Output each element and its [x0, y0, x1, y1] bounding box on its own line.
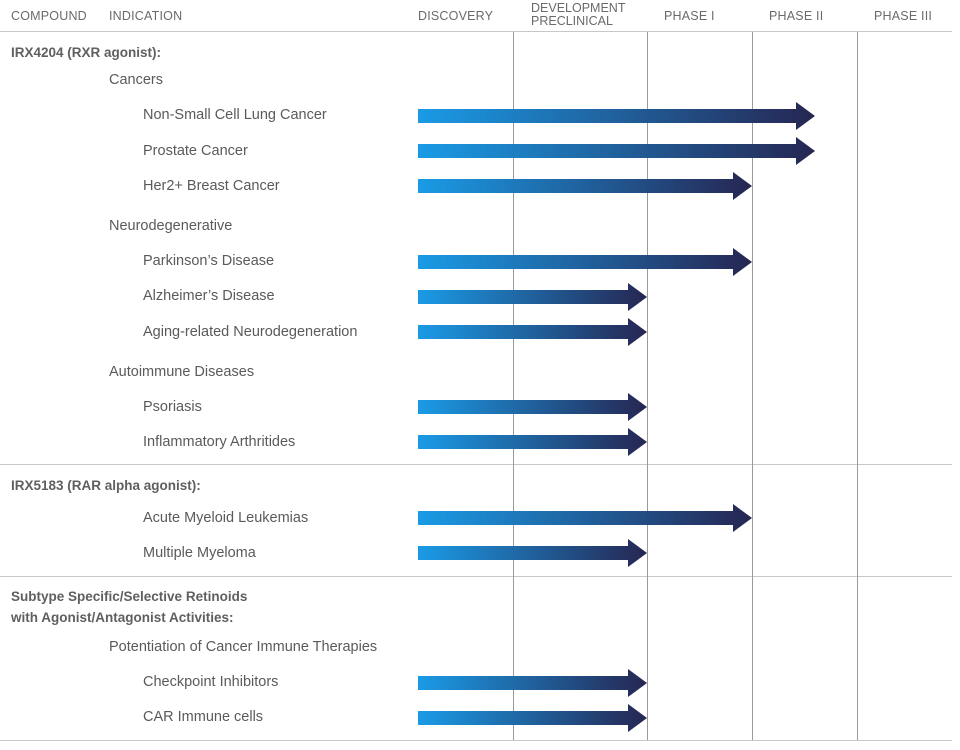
compound-label-line-1: Subtype Specific/Selective Retinoids: [11, 589, 248, 604]
header-indication: INDICATION: [109, 9, 183, 23]
indication-label: Psoriasis: [143, 399, 202, 415]
progress-arrow: [418, 102, 815, 130]
header-development-preclinical: DEVELOPMENT PRECLINICAL: [531, 2, 641, 28]
header-separator: [0, 31, 952, 32]
indication-label: Parkinson’s Disease: [143, 253, 275, 269]
category-immune-therapies: Potentiation of Cancer Immune Therapies: [109, 639, 378, 655]
indication-label: Her2+ Breast Cancer: [143, 178, 280, 194]
phase-divider-phase-2: [752, 32, 753, 740]
category-autoimmune: Autoimmune Diseases: [109, 364, 255, 380]
indication-label: Multiple Myeloma: [143, 545, 256, 561]
progress-arrow: [418, 393, 647, 421]
progress-arrow: [418, 172, 752, 200]
compound-label-retinoids: Subtype Specific/Selective Retinoids wit…: [11, 586, 247, 628]
progress-arrow: [418, 669, 647, 697]
header-discovery: DISCOVERY: [418, 9, 494, 23]
indication-label: Non-Small Cell Lung Cancer: [143, 107, 327, 123]
progress-arrow: [418, 248, 752, 276]
phase-divider-phase-1: [647, 32, 648, 740]
compound-label-irx4204: IRX4204 (RXR agonist):: [11, 45, 162, 60]
header-phase-1: PHASE I: [664, 9, 715, 23]
progress-arrow: [418, 504, 752, 532]
category-cancers: Cancers: [109, 72, 163, 88]
compound-label-line-2: with Agonist/Antagonist Activities:: [11, 610, 234, 625]
progress-arrow: [418, 428, 647, 456]
phase-divider-preclinical: [513, 32, 514, 740]
progress-arrow: [418, 539, 647, 567]
header-compound: COMPOUND: [11, 9, 87, 23]
compound-label-irx5183: IRX5183 (RAR alpha agonist):: [11, 478, 201, 493]
progress-arrow: [418, 318, 647, 346]
bottom-separator: [0, 740, 952, 741]
indication-label: Alzheimer’s Disease: [143, 288, 275, 304]
group-separator-2: [0, 576, 952, 577]
category-neurodegenerative: Neurodegenerative: [109, 218, 233, 234]
header-phase-2: PHASE II: [769, 9, 824, 23]
indication-label: Inflammatory Arthritides: [143, 434, 296, 450]
indication-label: Prostate Cancer: [143, 143, 248, 159]
progress-arrow: [418, 283, 647, 311]
progress-arrow: [418, 137, 815, 165]
header-development-preclinical-label: DEVELOPMENT PRECLINICAL: [531, 1, 626, 28]
indication-label: Checkpoint Inhibitors: [143, 674, 279, 690]
indication-label: Acute Myeloid Leukemias: [143, 510, 309, 526]
indication-label: CAR Immune cells: [143, 709, 264, 725]
indication-label: Aging-related Neurodegeneration: [143, 324, 358, 340]
progress-arrow: [418, 704, 647, 732]
header-phase-3: PHASE III: [874, 9, 933, 23]
group-separator-1: [0, 464, 952, 465]
phase-divider-phase-3: [857, 32, 858, 740]
